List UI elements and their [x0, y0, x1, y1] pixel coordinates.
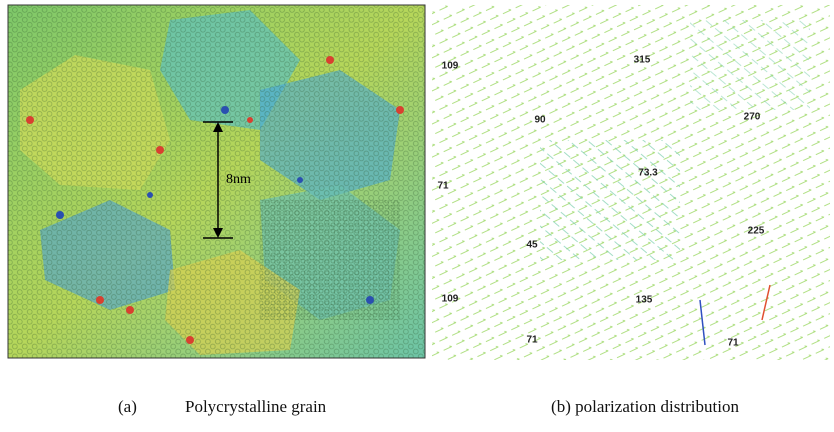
grain-angle: 109 — [442, 294, 459, 305]
grain-angle: 315 — [634, 55, 651, 66]
grain-angle: 135 — [636, 295, 653, 306]
grain-angle: 109 — [442, 61, 459, 72]
caption: Polycrystalline grain — [185, 397, 327, 416]
panel-a: 8nm — [8, 5, 425, 358]
atom-lattice — [260, 200, 400, 320]
grain-angle: 71 — [437, 181, 449, 192]
grain-angle: 45 — [526, 240, 538, 251]
polarization-vectors — [690, 20, 810, 110]
grain-angle: 71 — [727, 338, 739, 349]
caption: (b) polarization distribution — [551, 397, 739, 416]
grain-angle: 71 — [526, 335, 538, 346]
grain-angle: 73.3 — [638, 168, 658, 179]
grain-angle: 270 — [744, 112, 761, 123]
polarization-vectors — [540, 140, 680, 260]
grain-angle: 225 — [748, 226, 765, 237]
figure: 8nm 109 315 90 270 71 73.3 225 45 109 13… — [0, 0, 834, 432]
page: 8nm 109 315 90 270 71 73.3 225 45 109 13… — [0, 0, 834, 432]
caption-letter: (a) — [118, 397, 137, 416]
scale-label: 8nm — [226, 172, 251, 187]
grain-angle: 90 — [534, 115, 546, 126]
panel-b: 109 315 90 270 71 73.3 225 45 109 135 71… — [432, 5, 830, 360]
